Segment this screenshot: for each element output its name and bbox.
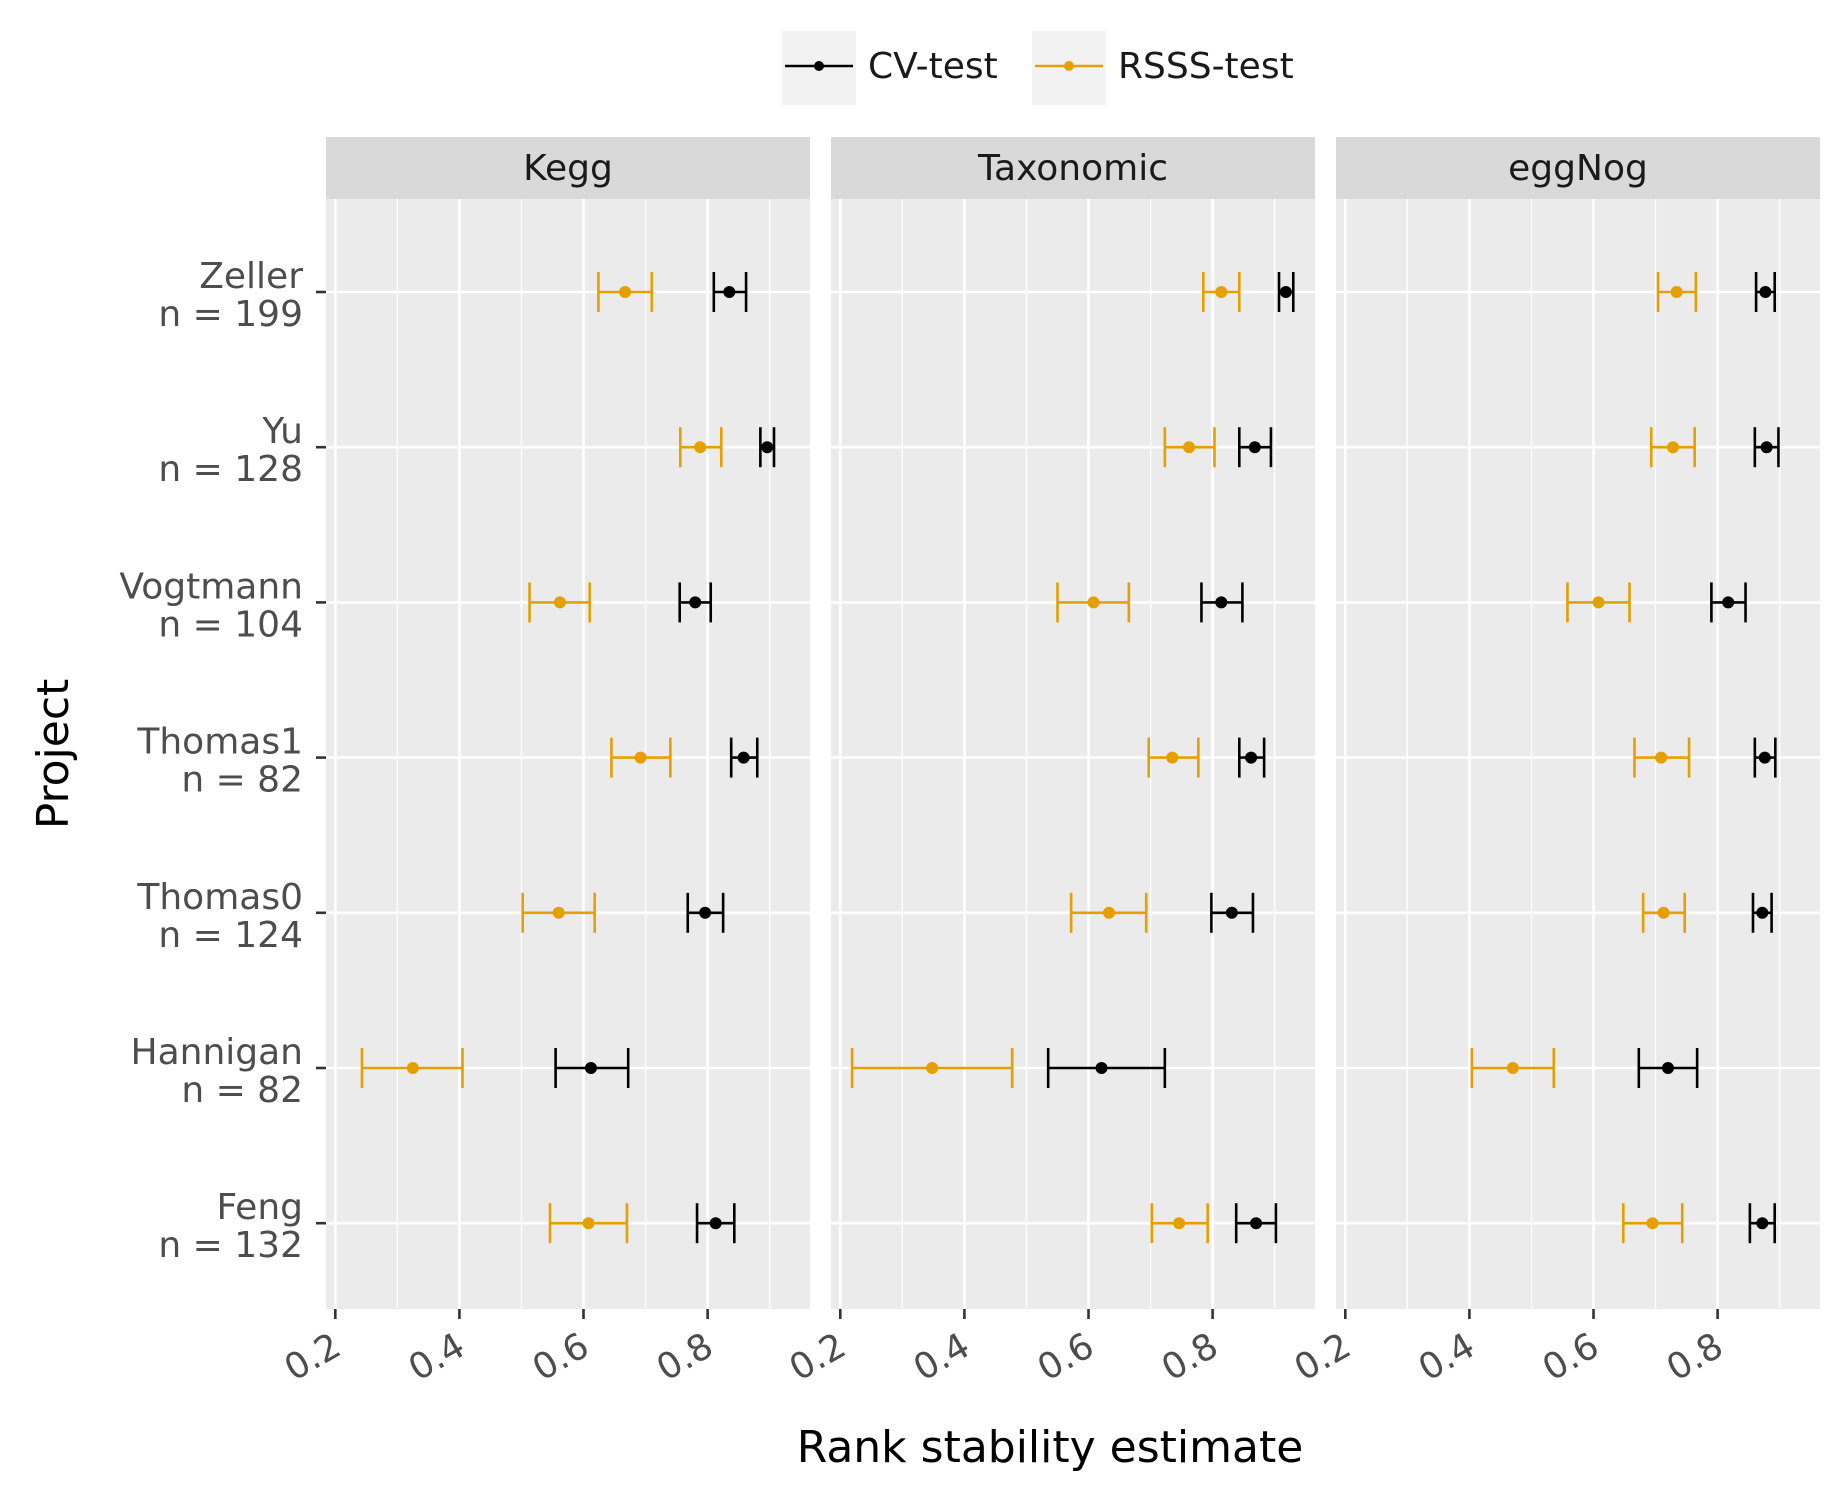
- estimate-point: [1166, 751, 1179, 764]
- estimate-point: [619, 286, 632, 298]
- panel-title: Kegg: [523, 148, 613, 189]
- estimate-point: [1670, 286, 1683, 298]
- estimate-point: [761, 441, 774, 454]
- y-tick-label-n: n = 124: [158, 915, 303, 956]
- estimate-point: [709, 1217, 722, 1230]
- estimate-point: [1722, 596, 1735, 609]
- estimate-point: [406, 1062, 419, 1074]
- y-tick-label-project: Hannigan: [131, 1032, 304, 1073]
- y-tick-label-n: n = 104: [158, 604, 303, 645]
- estimate-point: [634, 751, 647, 764]
- panel-title: Taxonomic: [977, 148, 1168, 189]
- estimate-point: [1215, 286, 1228, 298]
- y-tick-label-n: n = 128: [158, 449, 303, 490]
- series-rsss-test: [850, 272, 1241, 1244]
- series-cv-test: [554, 272, 776, 1244]
- legend: CV-test RSSS-test: [782, 31, 1294, 105]
- estimate-point: [1760, 441, 1773, 454]
- panel-background: [1336, 199, 1820, 1309]
- legend-label-rsss: RSSS-test: [1118, 46, 1294, 87]
- estimate-point: [1183, 441, 1196, 454]
- series-cv-test: [1637, 272, 1780, 1244]
- x-axis-title: Rank stability estimate: [797, 1422, 1304, 1473]
- y-tick-label-project: Thomas0: [136, 877, 303, 918]
- estimate-point: [1646, 1217, 1659, 1230]
- y-tick-label-project: Yu: [261, 411, 303, 452]
- estimate-point: [1173, 1217, 1186, 1230]
- estimate-point: [552, 906, 565, 919]
- panel-title: eggNog: [1508, 148, 1648, 189]
- estimate-point: [582, 1217, 595, 1230]
- y-tick-label-n: n = 132: [158, 1225, 303, 1266]
- panel-strip: [1336, 137, 1820, 199]
- panel-marks: [850, 272, 1295, 1244]
- series-cv-test: [1046, 272, 1295, 1244]
- estimate-point: [1506, 1062, 1519, 1074]
- estimate-point: [1215, 596, 1228, 609]
- panel-eggnog: eggNog: [1336, 137, 1820, 1309]
- estimate-point: [699, 906, 712, 919]
- estimate-point: [694, 441, 707, 454]
- panel-grid: [1336, 199, 1820, 1309]
- estimate-point: [584, 1062, 597, 1074]
- estimate-point: [1758, 751, 1771, 764]
- panel-taxonomic: Taxonomic: [831, 137, 1315, 1309]
- estimate-point: [1661, 1062, 1674, 1074]
- estimate-point: [1279, 286, 1292, 298]
- estimate-point: [1756, 906, 1769, 919]
- panel-strip: [831, 137, 1315, 199]
- panel-background: [831, 199, 1315, 1309]
- estimate-point: [1655, 751, 1668, 764]
- estimate-point: [1759, 286, 1772, 298]
- estimate-point: [1095, 1062, 1108, 1074]
- y-tick-label-project: Vogtmann: [119, 566, 303, 607]
- estimate-point: [689, 596, 702, 609]
- y-tick-label-n: n = 82: [181, 760, 303, 801]
- estimate-point: [1592, 596, 1605, 609]
- y-tick-label-project: Zeller: [199, 256, 303, 297]
- panel-strip: [326, 137, 810, 199]
- estimate-point: [1657, 906, 1670, 919]
- estimate-point: [926, 1062, 939, 1074]
- y-tick-label-project: Thomas1: [136, 722, 303, 763]
- y-tick-label-project: Feng: [216, 1187, 303, 1228]
- estimate-point: [723, 286, 736, 298]
- estimate-point: [1102, 906, 1115, 919]
- panel-kegg: Kegg: [326, 137, 810, 1309]
- estimate-point: [1248, 441, 1261, 454]
- legend-key-cv-point: [814, 61, 824, 71]
- panel-marks: [1470, 272, 1780, 1244]
- estimate-point: [1250, 1217, 1263, 1230]
- y-axis-title: Project: [28, 679, 79, 830]
- estimate-point: [553, 596, 566, 609]
- legend-key-rsss-point: [1064, 61, 1074, 71]
- estimate-point: [1225, 906, 1238, 919]
- estimate-point: [737, 751, 750, 764]
- y-tick-label-n: n = 82: [181, 1070, 303, 1111]
- estimate-point: [1756, 1217, 1769, 1230]
- y-tick-label-n: n = 199: [158, 294, 303, 335]
- estimate-point: [1087, 596, 1100, 609]
- series-rsss-test: [360, 272, 723, 1244]
- panel-background: [326, 199, 810, 1309]
- estimate-point: [1245, 751, 1258, 764]
- panel-marks: [360, 272, 776, 1244]
- estimate-point: [1666, 441, 1679, 454]
- series-rsss-test: [1470, 272, 1698, 1244]
- legend-label-cv: CV-test: [868, 46, 998, 87]
